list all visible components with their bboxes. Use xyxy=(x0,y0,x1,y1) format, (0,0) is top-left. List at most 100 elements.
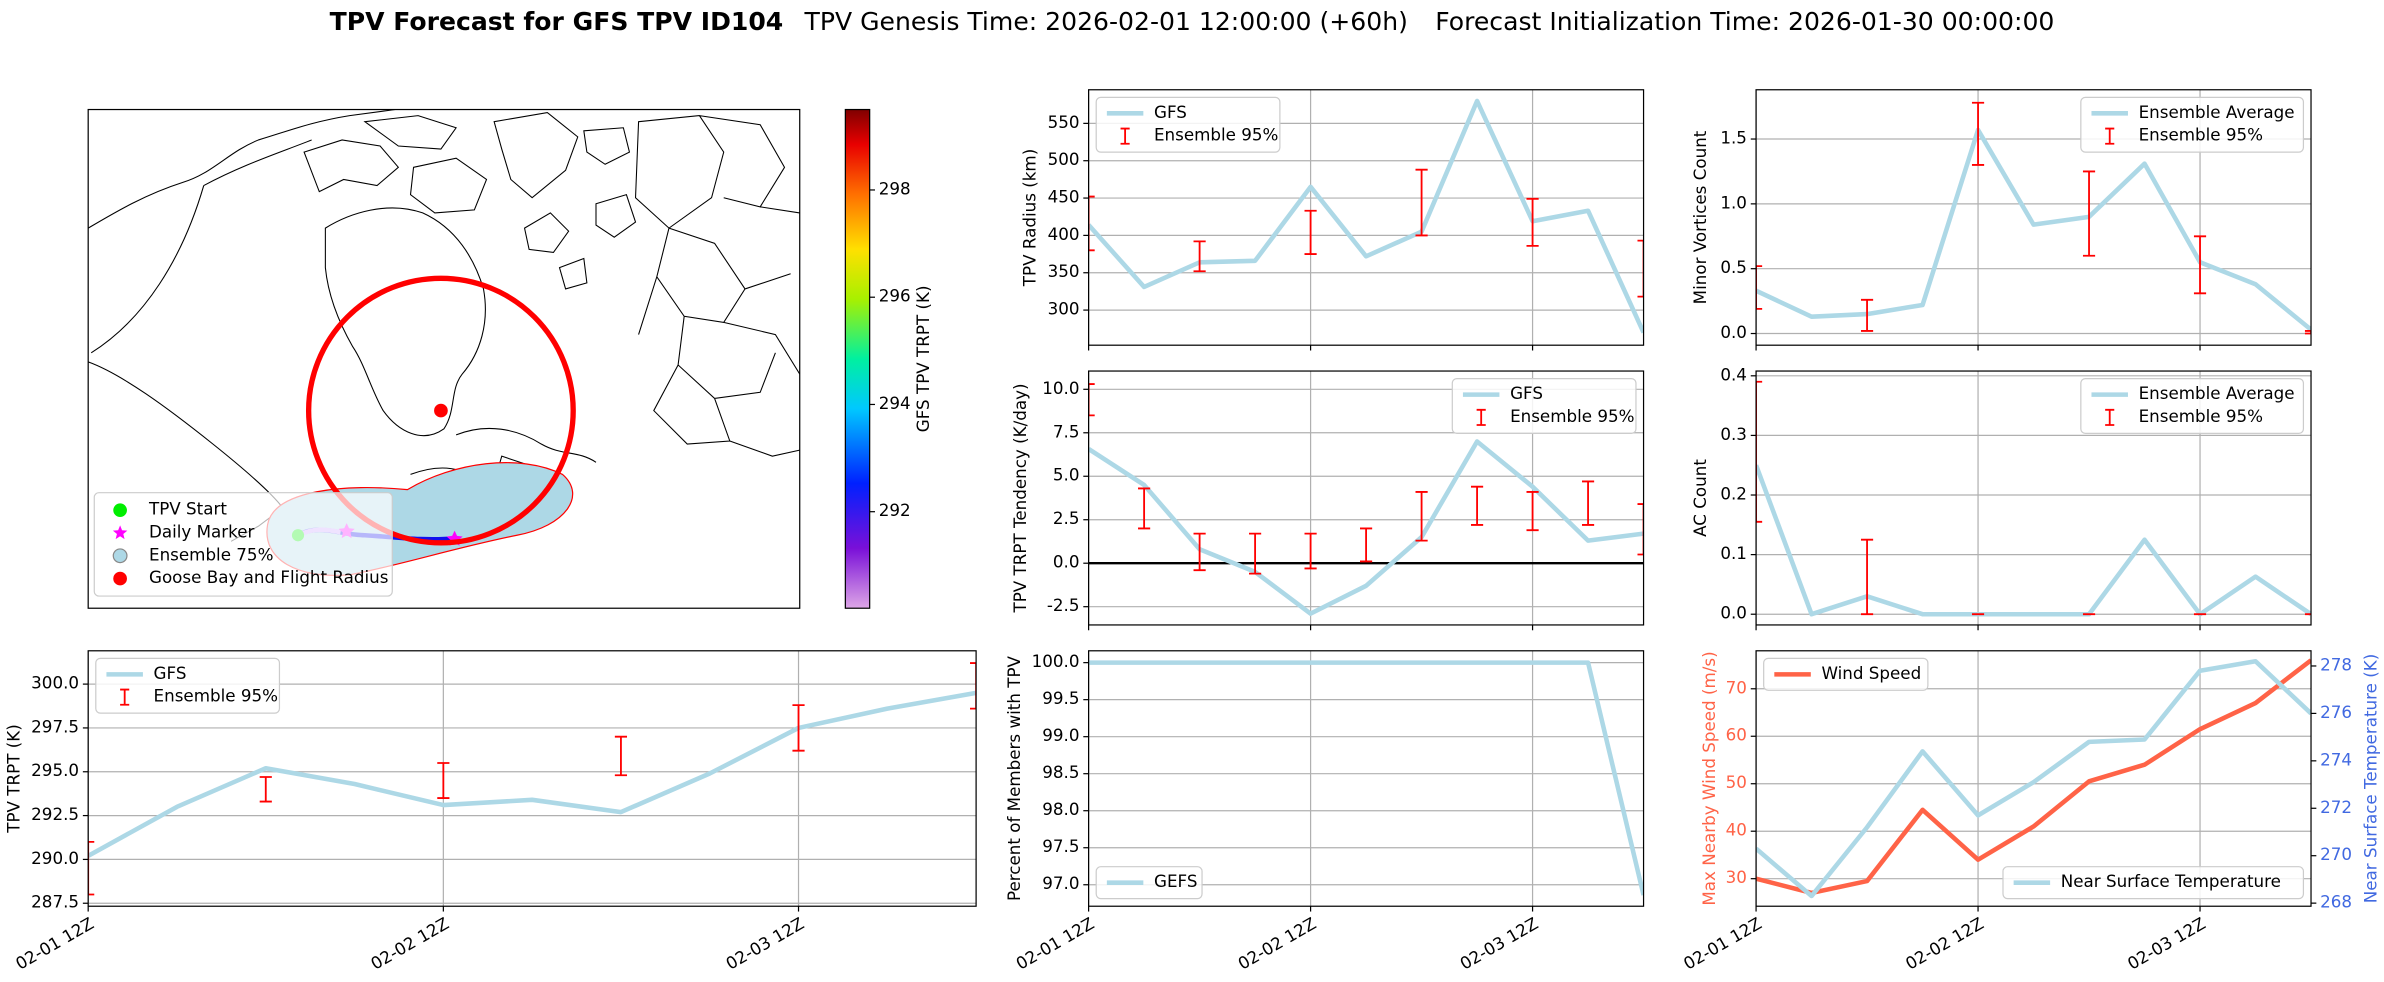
legend-label: Ensemble 95% xyxy=(1510,406,1634,426)
legend-marker xyxy=(112,525,128,540)
y-tick-label: 268 xyxy=(2320,892,2352,912)
legend-handle xyxy=(120,688,130,706)
y-tick-label: 1.5 xyxy=(1720,128,1747,148)
legend-label: Ensemble 95% xyxy=(2139,125,2263,145)
coastline xyxy=(88,109,396,229)
error-bar xyxy=(88,840,95,896)
legend-marker xyxy=(113,503,127,517)
series-line xyxy=(1088,439,1644,616)
legend-handle xyxy=(1476,408,1486,426)
y-tick-label: -2.5 xyxy=(1047,595,1080,615)
colorbar-tick-label: 292 xyxy=(879,500,911,520)
y-tick-label: 99.0 xyxy=(1042,725,1079,745)
series-line xyxy=(1088,660,1644,896)
y-tick-label: 5.0 xyxy=(1053,465,1080,485)
error-bar xyxy=(1304,209,1317,255)
y-tick-label: 274 xyxy=(2320,749,2352,769)
series-line xyxy=(1756,464,2312,617)
y-tick-label: 0.0 xyxy=(1720,322,1747,342)
border xyxy=(634,115,800,457)
error-bar xyxy=(1860,298,1874,332)
legend-handle xyxy=(2105,127,2115,145)
y-tick-label: 2.5 xyxy=(1053,508,1080,528)
error-bar xyxy=(1581,480,1595,526)
axes-frame xyxy=(1088,89,1645,346)
axes-frame xyxy=(87,650,977,907)
error-bar xyxy=(2304,330,2312,335)
y-tick-label: 500 xyxy=(1048,149,1080,169)
y-axis-label: TPV Radius (km) xyxy=(1019,149,1039,287)
genesis-time: TPV Genesis Time: 2026-02-01 12:00:00 (+… xyxy=(804,7,1408,36)
y-tick-label: 450 xyxy=(1048,187,1080,207)
legend-label: Ensemble 95% xyxy=(2139,406,2263,426)
y-tick-label: 50 xyxy=(1726,772,1747,792)
legend-label: Ensemble Average xyxy=(2139,383,2295,403)
error-bar xyxy=(1415,490,1428,542)
y-tick-label: 60 xyxy=(1726,725,1747,745)
goose-bay xyxy=(434,403,448,418)
legend-box xyxy=(2080,96,2305,153)
plot-area xyxy=(1088,650,1644,907)
legend-handle xyxy=(2105,408,2115,426)
colorbar-tick-label: 296 xyxy=(879,286,911,306)
series-line xyxy=(1756,658,2312,896)
error-bar xyxy=(1756,265,1763,310)
series-line xyxy=(1088,98,1644,334)
coastline xyxy=(303,115,488,214)
y-tick-label: 290.0 xyxy=(31,848,79,868)
y-tick-label: 1.0 xyxy=(1720,192,1747,212)
legend-label: Ensemble Average xyxy=(2139,102,2295,122)
series-line xyxy=(1756,127,2312,332)
y-tick-label: 30 xyxy=(1726,867,1747,887)
map-frame xyxy=(87,108,801,609)
y-tick-label: 297.5 xyxy=(31,716,79,736)
legend-box xyxy=(2080,378,2305,434)
error-bar xyxy=(1756,380,1763,523)
axes-frame xyxy=(1088,370,1645,626)
y-tick-label: 292.5 xyxy=(31,804,79,824)
legend-handle xyxy=(1120,127,1130,145)
legend-label: GEFS xyxy=(1154,871,1197,891)
error-bar xyxy=(1526,490,1539,532)
series-line xyxy=(1756,658,2312,899)
legend-label: GFS xyxy=(1154,102,1187,122)
y-tick-label: 270 xyxy=(2320,844,2352,864)
legend-box xyxy=(2002,866,2305,900)
legend-label: Goose Bay and Flight Radius xyxy=(149,567,388,587)
y-tick-label: 0.4 xyxy=(1720,364,1747,384)
y-tick-label: 40 xyxy=(1726,820,1747,840)
error-bar xyxy=(614,735,628,777)
figure-title: TPV Forecast for GFS TPV ID104 xyxy=(330,7,784,36)
error-bar xyxy=(1415,168,1428,237)
y-tick-label: 272 xyxy=(2320,797,2352,817)
y-tick-label: 100.0 xyxy=(1032,651,1080,671)
flight-radius xyxy=(305,275,576,546)
error-bar xyxy=(437,762,450,799)
y-tick-label: 0.2 xyxy=(1720,484,1747,504)
y-axis-label: TPV TRPT (K) xyxy=(4,724,24,834)
y-tick-label: 97.5 xyxy=(1042,836,1079,856)
legend-label: Ensemble 95% xyxy=(1154,125,1278,145)
legend-label: Daily Marker xyxy=(149,521,255,541)
legend-label: GFS xyxy=(1510,383,1543,403)
error-bar xyxy=(1971,101,1985,166)
coastline xyxy=(583,127,637,238)
error-bar xyxy=(1249,532,1262,575)
legend-label: Wind Speed xyxy=(1821,663,1921,683)
y-tick-label: 300 xyxy=(1048,299,1080,319)
error-bar xyxy=(1193,532,1206,572)
y-tick-label: 287.5 xyxy=(31,892,79,912)
y-tick-label: 0.3 xyxy=(1720,424,1747,444)
error-bar xyxy=(1526,197,1539,247)
y-tick-label: 0.1 xyxy=(1720,543,1747,563)
y-tick-label: 0.5 xyxy=(1720,257,1747,277)
coastline xyxy=(324,207,486,437)
legend-box xyxy=(1763,657,1929,691)
error-bar xyxy=(1637,239,1644,298)
legend-marker xyxy=(112,548,128,564)
axes-frame xyxy=(1755,650,2312,907)
y-tick-label: 10.0 xyxy=(1042,378,1079,398)
error-bar xyxy=(1360,527,1373,563)
error-bar xyxy=(1138,487,1151,530)
